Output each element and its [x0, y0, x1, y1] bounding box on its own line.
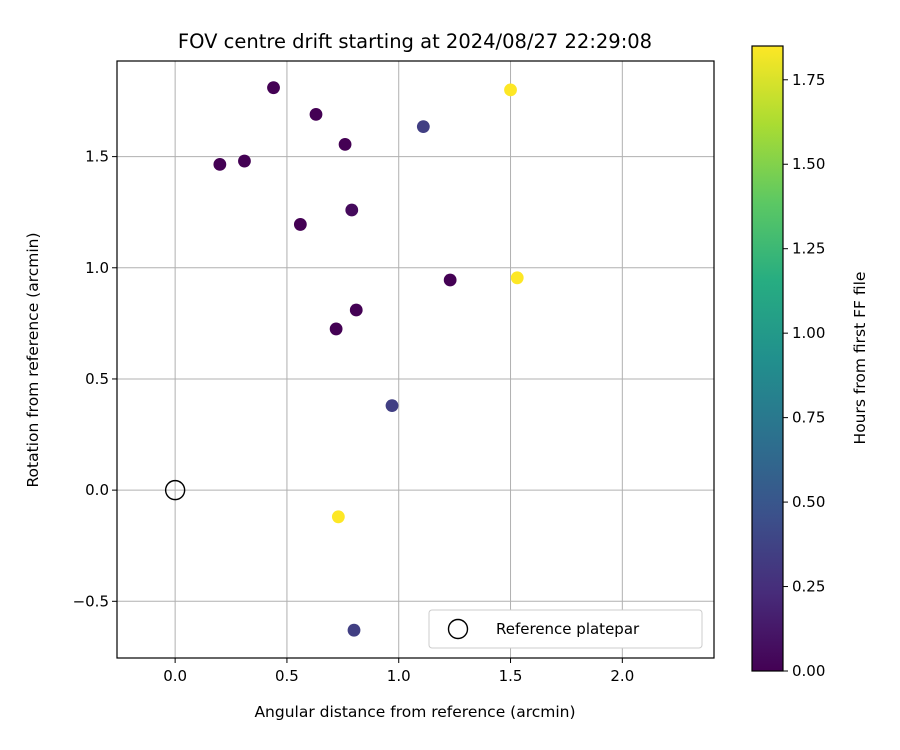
data-point	[504, 83, 517, 97]
x-tick-label: 2.0	[610, 667, 634, 685]
x-tick-label: 1.5	[499, 667, 523, 685]
colorbar-label: Hours from first FF file	[851, 272, 869, 445]
colorbar-tick-label: 1.25	[792, 240, 825, 258]
legend: Reference platepar	[428, 609, 703, 649]
data-point	[443, 273, 457, 287]
plot-background	[117, 61, 714, 658]
data-point	[213, 157, 227, 171]
reference-layer	[164, 479, 186, 501]
colorbar-frame	[751, 45, 784, 672]
x-tick-label: 1.0	[387, 667, 411, 685]
y-axis: −0.5 0.0 0.5 1.0 1.5	[73, 148, 117, 610]
y-tick-label: 0.0	[85, 481, 109, 499]
chart-title: FOV centre drift starting at 2024/08/27 …	[178, 30, 652, 53]
x-axis-label: Angular distance from reference (arcmin)	[254, 703, 575, 721]
data-point	[385, 399, 399, 413]
data-point	[349, 303, 363, 317]
colorbar-tick-label: 1.00	[792, 324, 825, 342]
data-point	[345, 203, 359, 217]
legend-label: Reference platepar	[496, 620, 640, 638]
y-tick-label: 1.0	[85, 259, 109, 277]
data-point	[293, 218, 307, 231]
plot-frame	[116, 60, 715, 659]
colorbar-tick-label: 1.75	[792, 71, 825, 89]
plot-area	[116, 60, 715, 659]
reference-marker	[164, 479, 186, 501]
data-point	[267, 81, 280, 95]
colorbar: 0.00 0.25 0.50 0.75 1.00 1.25 1.50 1.75	[751, 45, 825, 680]
colorbar-tick-label: 0.00	[792, 662, 825, 680]
x-axis: 0.0 0.5 1.0 1.5 2.0	[163, 658, 634, 685]
data-point	[331, 510, 345, 524]
y-tick-label: −0.5	[73, 592, 109, 610]
legend-reference-marker	[447, 618, 469, 640]
data-point	[510, 271, 524, 285]
data-point	[416, 120, 430, 133]
x-tick-label: 0.0	[163, 667, 187, 685]
grid	[117, 61, 714, 658]
data-point	[347, 623, 361, 637]
x-tick-label: 0.5	[275, 667, 299, 685]
colorbar-tick-label: 0.75	[792, 409, 825, 427]
y-tick-label: 0.5	[85, 370, 109, 388]
colorbar-gradient	[752, 46, 783, 671]
y-tick-label: 1.5	[85, 148, 109, 166]
data-point	[309, 107, 323, 121]
colorbar-tick-label: 0.50	[792, 493, 825, 511]
data-point	[329, 322, 343, 336]
data-point	[238, 154, 251, 168]
y-axis-label: Rotation from reference (arcmin)	[24, 232, 42, 487]
colorbar-ticks: 0.00 0.25 0.50 0.75 1.00 1.25 1.50 1.75	[783, 71, 825, 680]
colorbar-tick-label: 1.50	[792, 155, 825, 173]
data-point	[338, 137, 352, 151]
data-points	[213, 81, 524, 637]
colorbar-tick-label: 0.25	[792, 578, 825, 596]
legend-box	[428, 609, 703, 649]
